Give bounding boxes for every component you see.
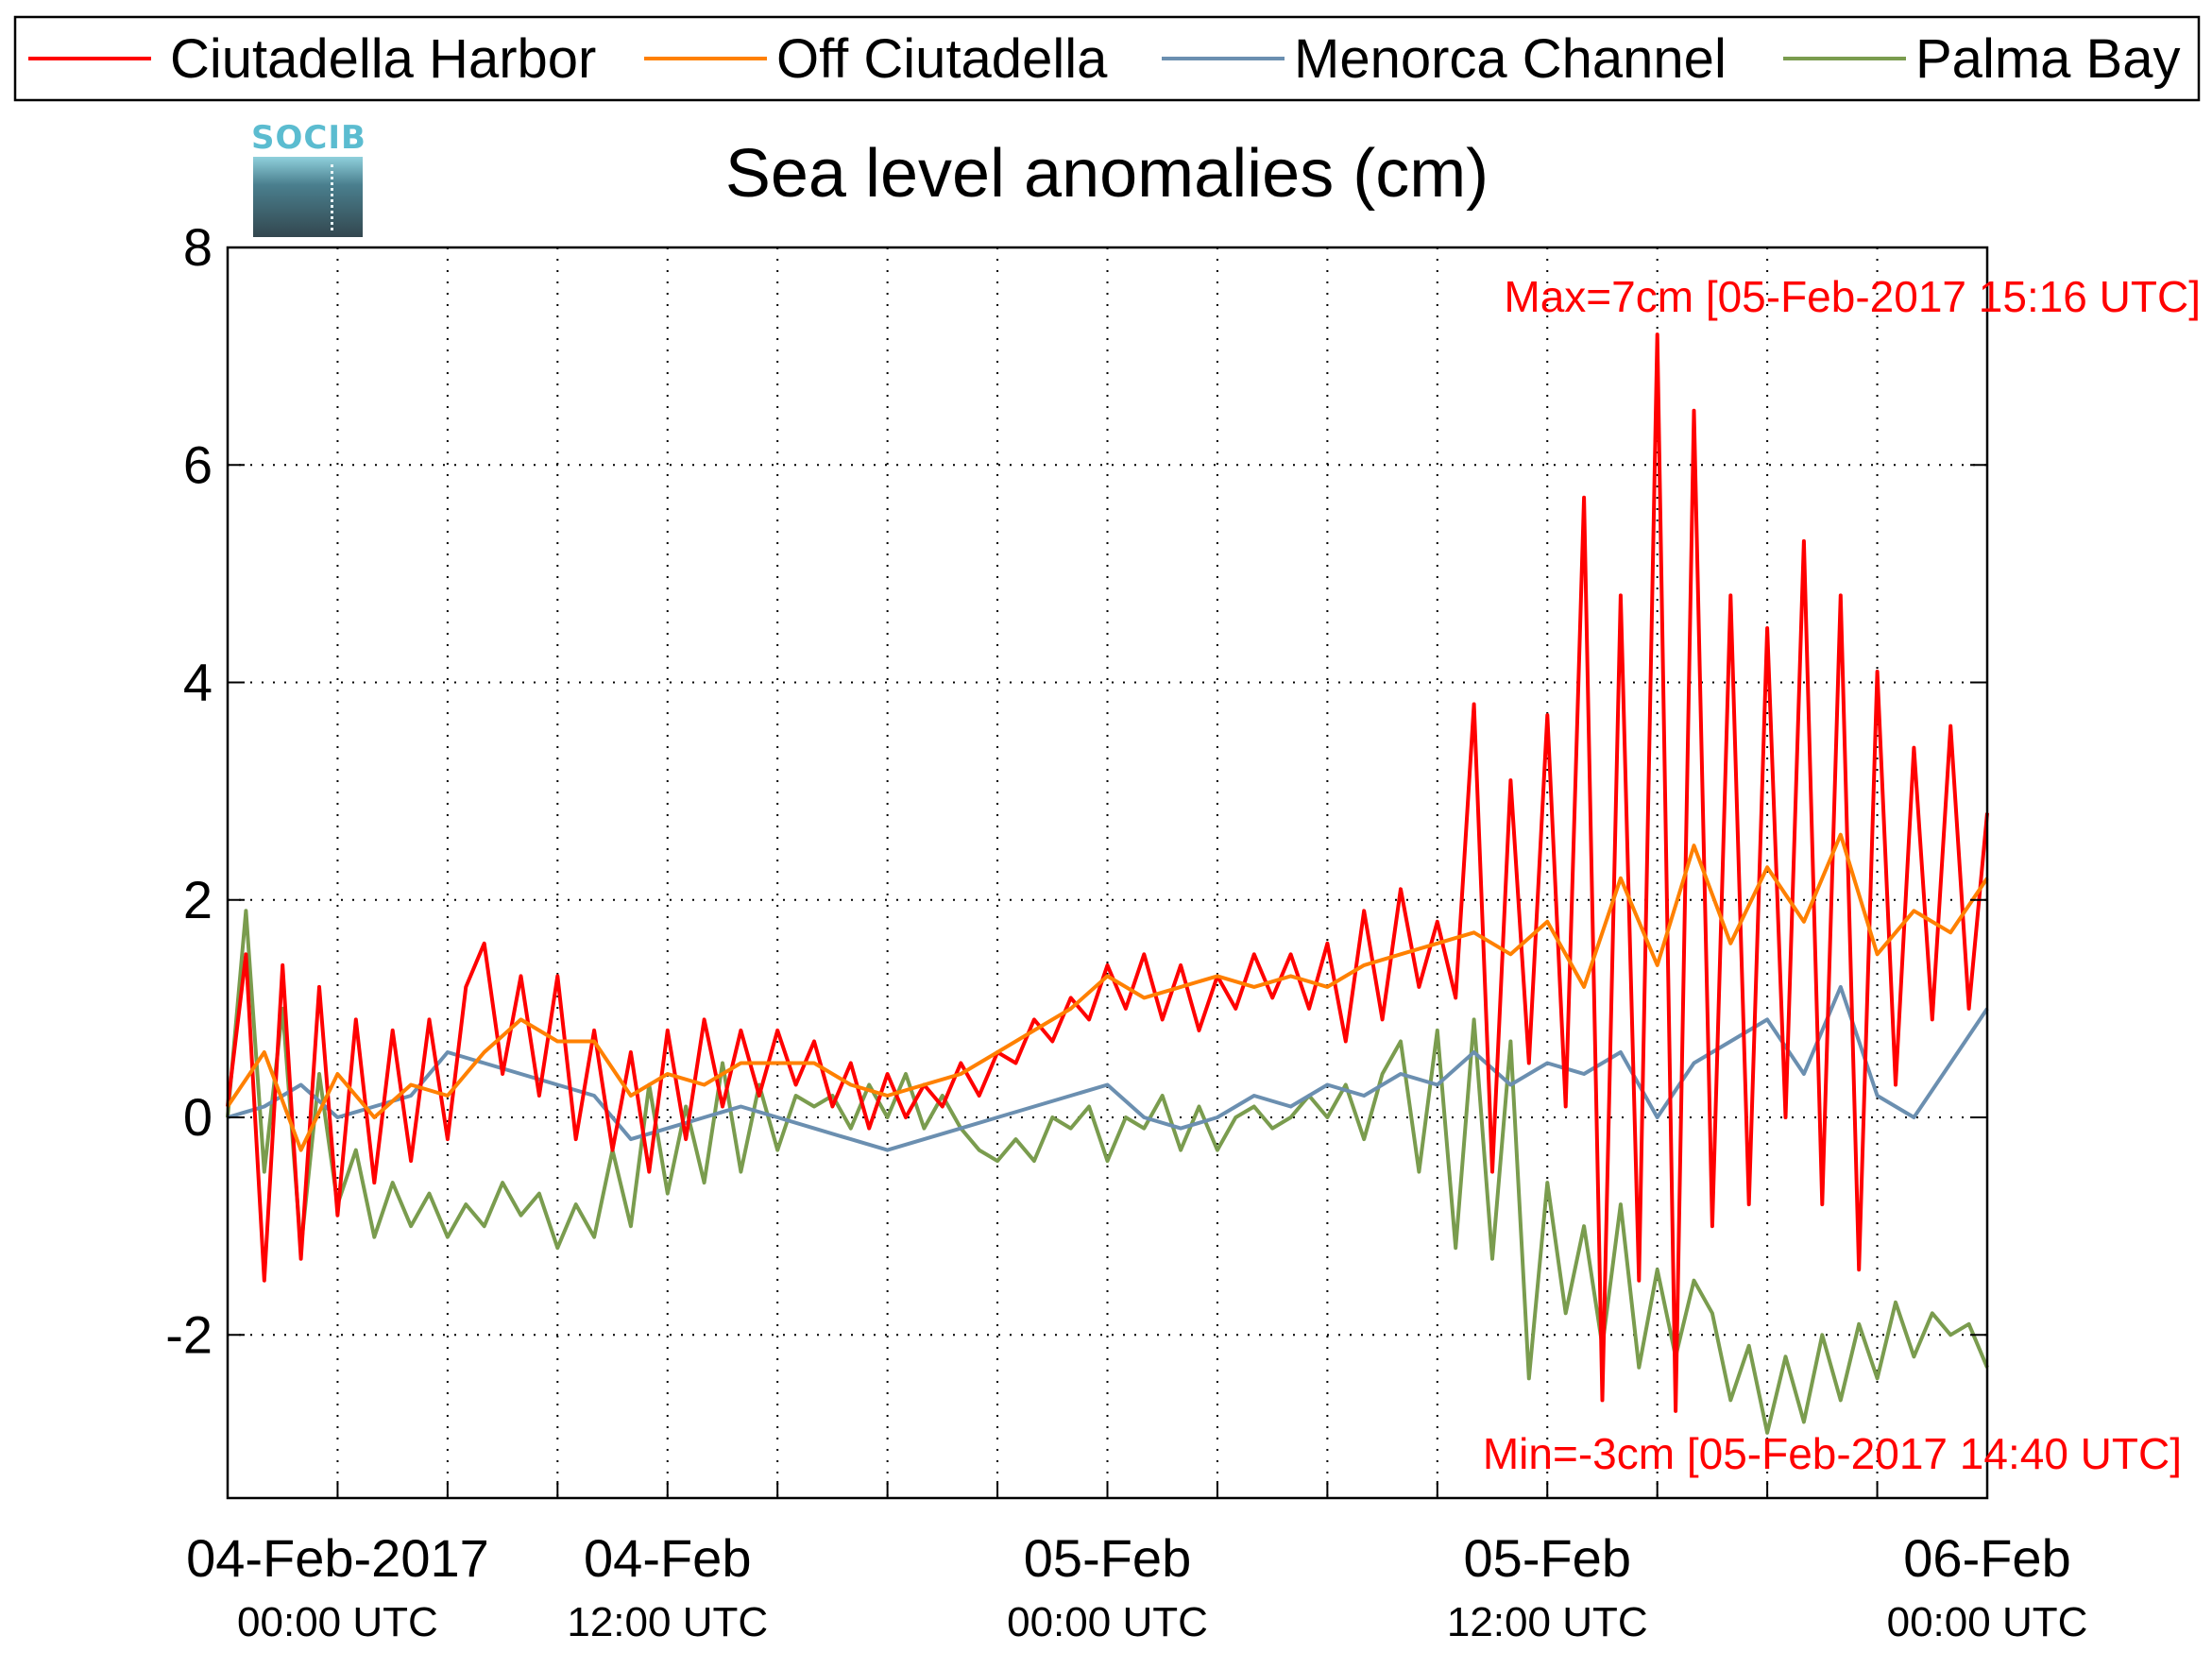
series-line-ciutadella-harbor [226, 332, 1989, 1413]
chart-title: Sea level anomalies (cm) [725, 136, 1489, 212]
series-line-off-ciutadella [226, 832, 1989, 1152]
x-tick-sublabel: 00:00 UTC [1887, 1599, 2088, 1645]
y-tick-label: -2 [165, 1304, 213, 1364]
x-tick-sublabel: 00:00 UTC [237, 1599, 438, 1645]
legend-label: Ciutadella Harbor [170, 28, 596, 90]
y-tick-label: 8 [183, 217, 213, 277]
x-tick-label: 06-Feb [1903, 1528, 2070, 1588]
y-tick-label: 4 [183, 653, 213, 712]
socib-logo: SOCIB [251, 119, 366, 237]
max-annotation: Max=7cm [05-Feb-2017 15:16 UTC] [1504, 272, 2201, 321]
legend-label: Off Ciutadella [776, 28, 1108, 90]
legend: Ciutadella Harbor Off Ciutadella Menorca C… [13, 15, 2201, 102]
x-tick-sublabel: 00:00 UTC [1007, 1599, 1208, 1645]
logo-image [253, 157, 363, 237]
series-line-menorca-channel [227, 984, 1989, 1152]
legend-label: Palma Bay [1915, 28, 2180, 90]
series-layer [226, 332, 1989, 1435]
y-tick-label: 2 [183, 870, 213, 929]
x-tick-sublabel: 12:00 UTC [1447, 1599, 1648, 1645]
x-tick-label: 04-Feb-2017 [186, 1528, 489, 1588]
legend-entries: Ciutadella Harbor Off Ciutadella Menorca C… [28, 28, 2180, 90]
x-tick-label: 05-Feb [1464, 1528, 1631, 1588]
series-line-palma-bay [226, 909, 1989, 1435]
x-tick-label: 04-Feb [584, 1528, 751, 1588]
y-tick-label: 6 [183, 434, 213, 494]
x-tick-label: 05-Feb [1024, 1528, 1191, 1588]
logo-dashes [331, 164, 333, 230]
min-annotation: Min=-3cm [05-Feb-2017 14:40 UTC] [1483, 1429, 2182, 1478]
y-tick-label: 0 [183, 1087, 213, 1147]
logo-text: SOCIB [251, 119, 366, 157]
grid-layer [228, 247, 1987, 1498]
legend-label: Menorca Channel [1294, 28, 1727, 90]
axis-layer: 8 6 4 2 0 -2 04-Feb-2017 00:00 UTC 04-Feb 12:00 U… [165, 217, 2087, 1645]
x-tick-sublabel: 12:00 UTC [567, 1599, 768, 1645]
